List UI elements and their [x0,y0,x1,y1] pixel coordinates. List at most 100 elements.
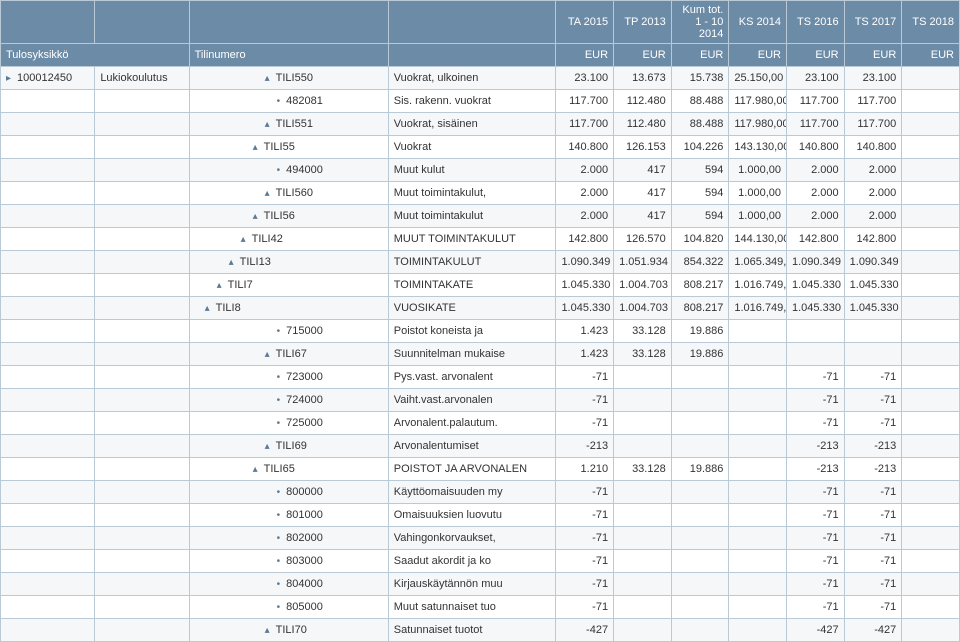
cell-value: 19.886 [671,343,729,366]
cell-value [902,527,960,550]
cell-description: Vahingonkorvaukset, [388,527,556,550]
cell-description: Vuokrat, sisäinen [388,113,556,136]
cell-account-code: 804000 [189,573,388,596]
cell-value: -71 [787,504,845,527]
cell-unit-name [95,389,189,412]
collapse-icon[interactable]: TILI42 [195,233,283,245]
cell-value [614,435,672,458]
cell-value: -427 [844,619,902,642]
collapse-icon[interactable]: TILI69 [195,440,307,452]
bullet-icon: 494000 [195,164,323,176]
collapse-icon[interactable]: TILI8 [195,302,241,314]
cell-value [671,550,729,573]
cell-value: 2.000 [844,182,902,205]
cell-value: 142.800 [787,228,845,251]
cell-value: 117.700 [844,113,902,136]
cell-value [902,67,960,90]
cell-value [614,596,672,619]
cell-unit-code [1,550,95,573]
table-row: TILI13TOIMINTAKULUT1.090.3491.051.934854… [1,251,960,274]
cell-value [902,366,960,389]
cell-value [729,550,787,573]
expand-icon[interactable]: 100012450 [6,72,72,84]
cell-value [671,619,729,642]
cell-account-code: 803000 [189,550,388,573]
collapse-icon[interactable]: TILI13 [195,256,271,268]
cell-unit-code [1,251,95,274]
cell-unit-name [95,113,189,136]
cell-value [614,504,672,527]
cell-value: 854.322 [671,251,729,274]
cell-unit-name [95,527,189,550]
cell-unit-code [1,90,95,113]
cell-description: Muut toimintakulut, [388,182,556,205]
header-blank [95,1,189,44]
cell-value [671,481,729,504]
cell-value [902,435,960,458]
cell-unit-code [1,527,95,550]
cell-value: 1.000,00 [729,205,787,228]
collapse-icon[interactable]: TILI560 [195,187,313,199]
cell-unit-name [95,159,189,182]
cell-value: 117.700 [844,90,902,113]
cell-account-code: 715000 [189,320,388,343]
cell-unit-name [95,481,189,504]
cell-account-code: 725000 [189,412,388,435]
header-blank [189,1,388,44]
cell-unit-name [95,205,189,228]
cell-value: 117.700 [556,113,614,136]
cell-value: 1.000,00 [729,182,787,205]
cell-value: 2.000 [556,205,614,228]
cell-account-code: TILI69 [189,435,388,458]
cell-unit-code [1,389,95,412]
table-row: TILI70Satunnaiset tuotot-427-427-427 [1,619,960,642]
cell-unit-name [95,136,189,159]
cell-value: 808.217 [671,274,729,297]
cell-description: Muut satunnaiset tuo [388,596,556,619]
cell-value [729,481,787,504]
collapse-icon[interactable]: TILI70 [195,624,307,636]
cell-value: 2.000 [844,205,902,228]
cell-account-code: TILI560 [189,182,388,205]
cell-unit-code [1,320,95,343]
cell-value [729,412,787,435]
cell-value: 23.100 [844,67,902,90]
header-ta2015: TA 2015 [556,1,614,44]
cell-value [671,573,729,596]
cell-value: 1.016.749,58 [729,297,787,320]
collapse-icon[interactable]: TILI551 [195,118,313,130]
cell-description: Arvonalentumiset [388,435,556,458]
header-blank [388,44,556,67]
cell-value [902,412,960,435]
table-row: 801000Omaisuuksien luovutu-71-71-71 [1,504,960,527]
collapse-icon[interactable]: TILI67 [195,348,307,360]
cell-value: 594 [671,159,729,182]
cell-value [614,573,672,596]
cell-value: 142.800 [556,228,614,251]
header-eur: EUR [671,44,729,67]
cell-value: -427 [787,619,845,642]
collapse-icon[interactable]: TILI55 [195,141,295,153]
cell-value: 2.000 [787,159,845,182]
cell-value: -71 [787,366,845,389]
cell-account-code: TILI55 [189,136,388,159]
cell-account-code: 802000 [189,527,388,550]
collapse-icon[interactable]: TILI65 [195,463,295,475]
cell-value [614,366,672,389]
header-ts2017: TS 2017 [844,1,902,44]
cell-value [729,573,787,596]
cell-account-code: 800000 [189,481,388,504]
collapse-icon[interactable]: TILI56 [195,210,295,222]
cell-description: Vuokrat [388,136,556,159]
cell-unit-code: 100012450 [1,67,95,90]
cell-value: -71 [556,596,614,619]
cell-value: 1.045.330 [787,274,845,297]
collapse-icon[interactable]: TILI550 [195,72,313,84]
cell-description: VUOSIKATE [388,297,556,320]
table-row: 715000Poistot koneista ja1.42333.12819.8… [1,320,960,343]
cell-account-code: TILI65 [189,458,388,481]
budget-table: TA 2015 TP 2013 Kum tot. 1 - 10 2014 KS … [0,0,960,642]
cell-value: 19.886 [671,320,729,343]
collapse-icon[interactable]: TILI7 [195,279,253,291]
table-row: TILI7TOIMINTAKATE1.045.3301.004.703808.2… [1,274,960,297]
